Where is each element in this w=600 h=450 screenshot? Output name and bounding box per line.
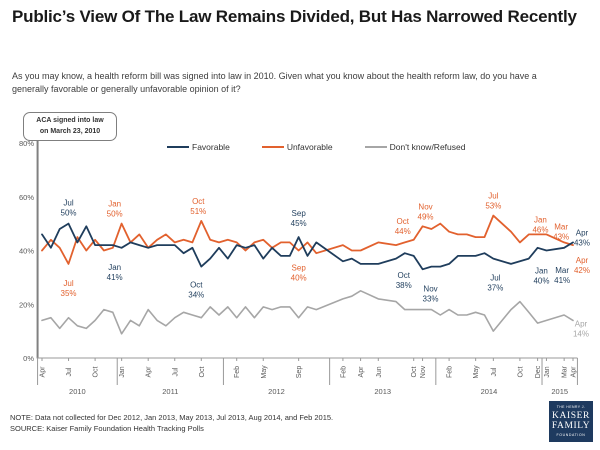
year-label: 2012 — [268, 387, 285, 396]
x-axis-month-label: Feb — [340, 366, 347, 378]
legend-item-unfavorable: Unfavorable — [261, 142, 333, 152]
data-point-label: Apr 43% — [574, 228, 590, 247]
y-axis-tick-label: 60% — [19, 193, 34, 202]
data-point-label: Apr 14% — [573, 319, 589, 338]
x-axis-month-label: Oct — [199, 367, 206, 378]
favorable-line-swatch — [167, 146, 189, 148]
data-point-label: Apr 42% — [574, 256, 590, 275]
dont-know-line-swatch — [364, 146, 387, 148]
y-axis-tick-label: 0% — [23, 354, 34, 363]
dont-know-series-line — [41, 289, 574, 335]
note-text: NOTE: Data not collected for Dec 2012, J… — [10, 413, 334, 422]
data-point-label: Oct 38% — [396, 271, 412, 290]
data-point-label: Jan 41% — [107, 263, 123, 282]
legend-label-dont-know: Don't know/Refused — [389, 142, 466, 152]
year-label: 2013 — [374, 387, 391, 396]
x-axis-month-label: Nov — [420, 365, 427, 378]
aca-annotation-line2: on March 23, 2010 — [39, 127, 101, 135]
favorable-series-line — [41, 222, 574, 271]
data-point-label: Jan 40% — [533, 267, 549, 286]
data-point-label: Jul 35% — [61, 279, 77, 298]
data-point-label: Sep 40% — [291, 264, 307, 283]
data-point-label: Jul 50% — [61, 199, 77, 218]
year-label: 2010 — [69, 387, 86, 396]
x-axis-month-label: Jun — [376, 366, 383, 377]
kaiser-family-foundation-logo: THE HENRY J. KAISER FAMILY FOUNDATION — [549, 401, 593, 442]
logo-kaiser-text: KAISER — [552, 410, 590, 421]
x-axis-month-label: Feb — [234, 366, 241, 378]
data-point-label: Mar 43% — [553, 222, 569, 241]
x-axis-month-label: Apr — [358, 366, 365, 378]
y-axis-tick-label: 40% — [19, 247, 34, 256]
x-axis-month-label: Apr — [146, 366, 153, 378]
year-label: 2011 — [162, 387, 178, 396]
x-axis-month-label: Apr — [40, 366, 47, 378]
data-point-label: Mar 41% — [554, 266, 570, 285]
aca-annotation-callout: ACA signed into law on March 23, 2010 — [23, 112, 117, 141]
data-point-label: Oct 44% — [395, 217, 411, 236]
x-axis-month-label: Oct — [93, 367, 100, 378]
x-axis-month-label: Oct — [517, 367, 524, 378]
unfavorable-series-line — [41, 214, 574, 265]
x-axis-month-label: May — [261, 365, 268, 379]
logo-family-text: FAMILY — [551, 421, 591, 431]
survey-question-text: As you may know, a health reform bill wa… — [12, 71, 537, 95]
data-point-label: Jan 46% — [532, 215, 548, 234]
data-point-label: Nov 49% — [418, 202, 434, 221]
logo-foundation-text: FOUNDATION — [556, 432, 586, 437]
x-axis-month-label: Sep — [296, 366, 303, 379]
x-axis-month-label: Oct — [411, 367, 418, 378]
page-title: Public’s View Of The Law Remains Divided… — [12, 7, 577, 26]
year-label: 2015 — [551, 387, 568, 396]
data-point-label: Jul 53% — [485, 192, 501, 211]
legend-label-unfavorable: Unfavorable — [286, 142, 333, 152]
x-axis-month-label: Jan — [119, 366, 126, 377]
aca-annotation-line1: ACA signed into law — [36, 117, 104, 124]
legend-label-favorable: Favorable — [192, 142, 230, 152]
x-axis-month-label: Jan — [544, 366, 551, 377]
data-point-label: Jan 50% — [107, 200, 123, 219]
legend-item-dont-know: Don't know/Refused — [364, 142, 466, 152]
unfavorable-line-swatch — [261, 146, 284, 148]
legend-item-favorable: Favorable — [167, 142, 230, 152]
x-axis-month-label: Jul — [172, 367, 179, 376]
x-axis-month-label: Apr — [571, 366, 578, 378]
x-axis-month-label: May — [473, 365, 480, 379]
x-axis-month-label: Jul — [66, 367, 73, 376]
x-axis-month-label: Jul — [491, 367, 498, 376]
data-point-label: Jul 37% — [487, 274, 503, 293]
chart-legend: Favorable Unfavorable Don't know/Refused — [167, 142, 465, 152]
x-axis-month-label: Mar — [562, 365, 569, 378]
source-text: SOURCE: Kaiser Family Foundation Health … — [10, 424, 204, 434]
data-point-label: Nov 33% — [423, 284, 439, 303]
data-point-label: Oct 34% — [188, 281, 204, 300]
logo-top-text: THE HENRY J. — [556, 405, 586, 409]
y-axis-tick-label: 20% — [19, 300, 34, 309]
x-axis-month-label: Dec — [535, 365, 542, 378]
footer-notes: NOTE: Data not collected for Dec 2012, J… — [10, 412, 530, 435]
year-label: 2014 — [481, 387, 498, 396]
data-point-label: Sep 45% — [291, 209, 307, 228]
x-axis-month-label: Feb — [447, 366, 454, 378]
data-point-label: Oct 51% — [190, 197, 206, 216]
